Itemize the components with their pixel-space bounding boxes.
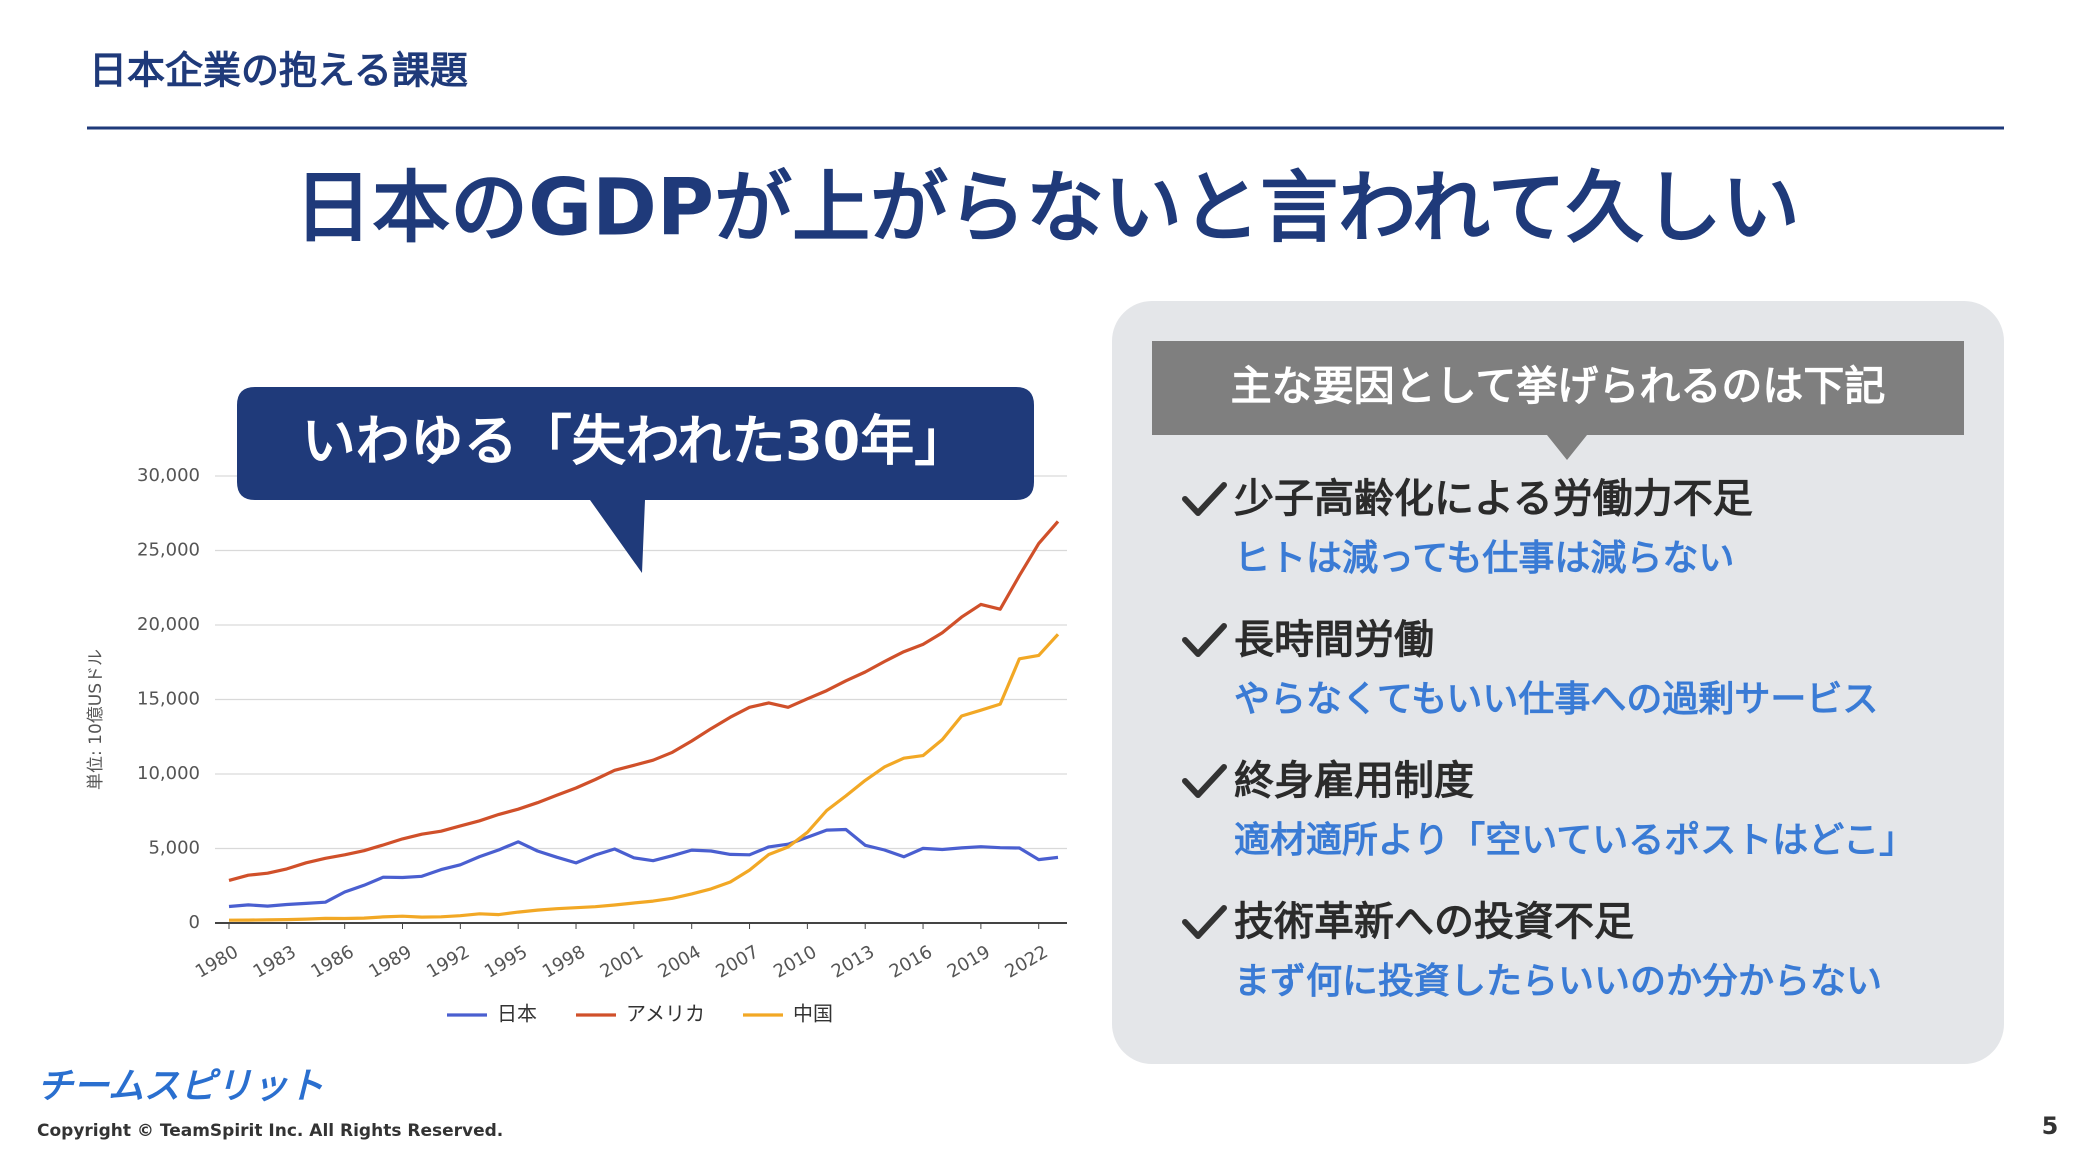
x-tick-label: 1986 (307, 941, 357, 982)
x-tick-label: 1992 (423, 941, 473, 982)
callout-bubble (237, 387, 1034, 573)
y-tick-label: 20,000 (137, 614, 200, 635)
chart: 0 5,000 10,000 15,000 20,000 25,000 30,000 1980… (86, 465, 1067, 1026)
x-tick-label: 2007 (712, 941, 762, 982)
x-tick-label: 1998 (539, 941, 589, 982)
footer-logo: チームスピリット (37, 1066, 324, 1107)
reason-heading: 少子高齢化による労働力不足 (1234, 476, 1753, 522)
reason-heading: 技術革新への投資不足 (1234, 899, 1634, 945)
page-number: 5 (2042, 1112, 2059, 1140)
check-icon (1182, 482, 1227, 516)
x-tick-label: 2010 (770, 941, 820, 982)
check-icon (1182, 623, 1227, 657)
series-line (228, 827, 1059, 909)
x-tick-label: 1983 (250, 941, 300, 982)
x-tick-label: 1980 (192, 941, 242, 982)
y-tick-label: 5,000 (148, 838, 200, 859)
reason-list: 少子高齢化による労働力不足ヒトは減っても仕事は減らない長時間労働やらなくてもいい… (1182, 476, 1915, 1002)
x-tick-label: 2022 (1002, 941, 1052, 982)
x-tick-label: 1995 (481, 941, 531, 982)
x-tick-label: 1989 (365, 941, 415, 982)
headline: 日本のGDPが上がらないと言われて久しい (294, 163, 1800, 253)
check-icon (1182, 764, 1227, 798)
panel-title: 主な要因として挙げられるのは下記 (1231, 362, 1886, 410)
series-line (228, 633, 1060, 922)
reasons-panel (1112, 301, 2004, 1064)
legend-label: 日本 (497, 1002, 537, 1026)
reason-detail: ヒトは減っても仕事は減らない (1234, 538, 1734, 579)
legend-label: アメリカ (626, 1002, 705, 1026)
x-tick-label: 2019 (944, 941, 994, 982)
copyright: Copyright © TeamSpirit Inc. All Rights R… (37, 1121, 503, 1141)
callout-text: いわゆる「失われた30年」 (302, 410, 968, 473)
check-icon (1182, 905, 1227, 939)
y-tick-label: 15,000 (137, 689, 200, 710)
x-tick-label: 2013 (828, 941, 878, 982)
x-tick-label: 2001 (597, 941, 647, 982)
x-tick-label: 2016 (886, 941, 936, 982)
reason-heading: 長時間労働 (1234, 617, 1434, 663)
panel-banner (1152, 341, 1964, 460)
header-title: 日本企業の抱える課題 (89, 49, 468, 93)
y-tick-label: 30,000 (137, 465, 200, 486)
x-tick-label: 2004 (655, 941, 705, 982)
reason-heading: 終身雇用制度 (1234, 758, 1474, 804)
y-tick-label: 25,000 (137, 540, 200, 561)
series-line (228, 520, 1060, 882)
reason-detail: まず何に投資したらいいのか分からない (1234, 961, 1882, 1002)
y-tick-label: 10,000 (137, 763, 200, 784)
reason-detail: 適材適所より「空いているポストはどこ」 (1234, 819, 1915, 861)
y-tick-label: 0 (189, 912, 200, 933)
y-axis-label: 単位: 10億USドル (86, 649, 106, 790)
reason-detail: やらなくてもいい仕事への過剰サービス (1234, 679, 1878, 720)
legend-label: 中国 (793, 1002, 833, 1026)
